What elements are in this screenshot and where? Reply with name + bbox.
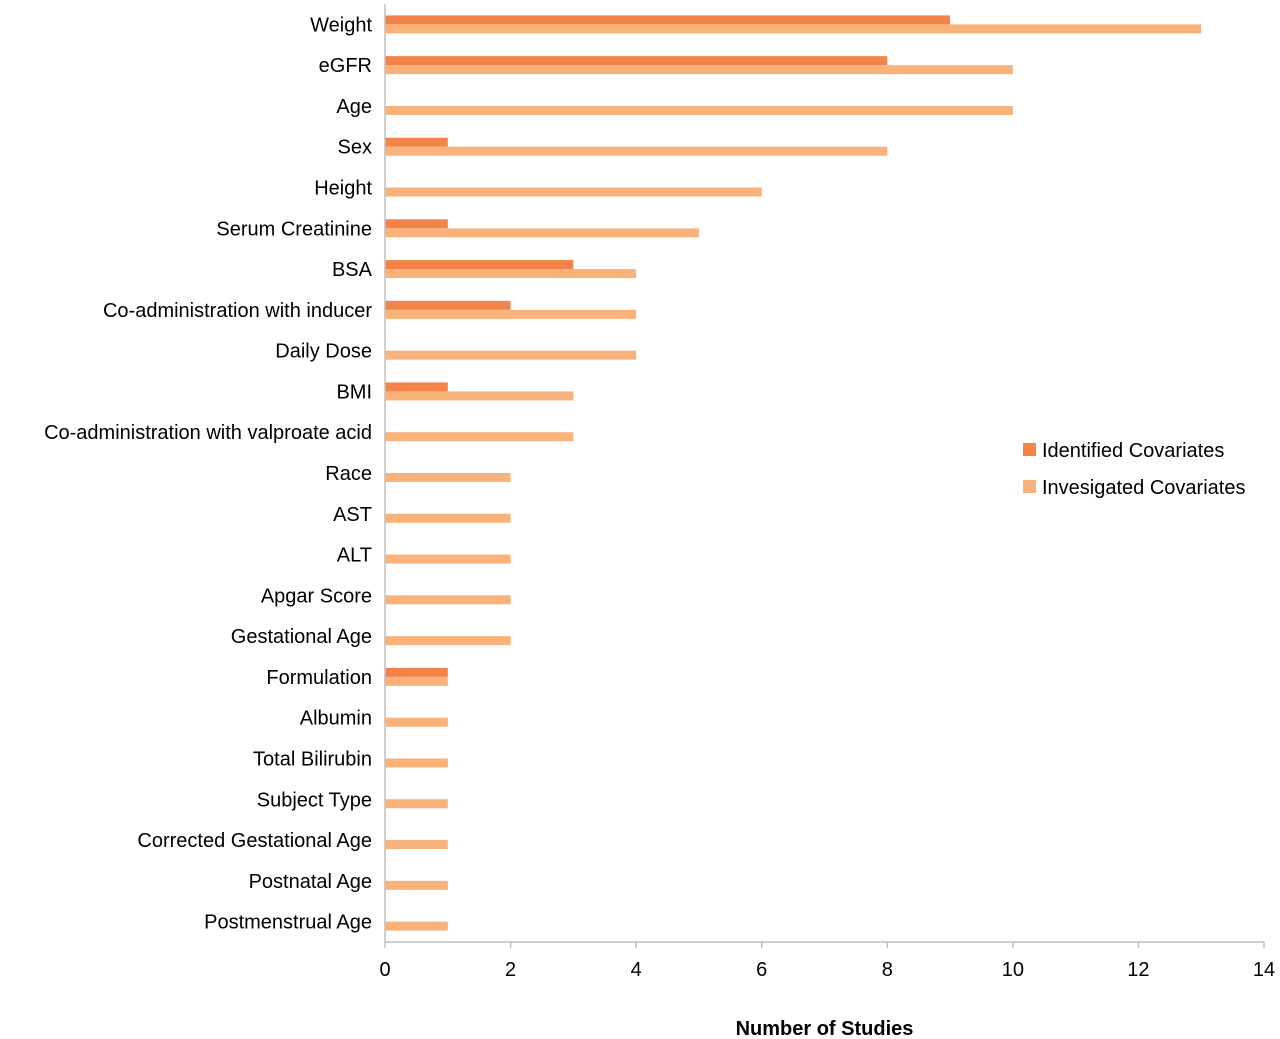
x-tick-label-2: 2 xyxy=(505,959,516,981)
category-label-corrected-gestational-age: Corrected Gestational Age xyxy=(137,830,372,852)
x-tick-label-12: 12 xyxy=(1127,959,1149,981)
legend-label-investigated: Invesigated Covariates xyxy=(1042,477,1245,499)
bar-identified-serum-creatinine xyxy=(385,219,448,229)
bar-investigated-daily-dose xyxy=(385,350,637,360)
bar-investigated-sex xyxy=(385,146,888,156)
category-label-gestational-age: Gestational Age xyxy=(231,626,372,648)
x-axis-ticks: 0 2 4 6 8 10 12 14 xyxy=(379,942,1275,981)
legend: Identified Covariates Invesigated Covaria… xyxy=(1023,440,1245,499)
bar-investigated-age xyxy=(385,105,1013,115)
category-label-sex: Sex xyxy=(338,137,372,159)
bar-investigated-alt xyxy=(385,554,511,564)
x-tick-label-14: 14 xyxy=(1253,959,1275,981)
bar-investigated-ast xyxy=(385,513,511,523)
category-label-race: Race xyxy=(325,463,372,485)
bar-investigated-formulation xyxy=(385,676,448,686)
category-label-daily-dose: Daily Dose xyxy=(275,341,372,363)
bar-investigated-corrected-gestational-age xyxy=(385,840,448,850)
bar-identified-weight xyxy=(385,15,951,25)
bar-investigated-weight xyxy=(385,24,1202,34)
legend-swatch-investigated xyxy=(1023,480,1036,493)
bar-investigated-subject-type xyxy=(385,799,448,809)
category-label-postnatal-age: Postnatal Age xyxy=(249,871,372,893)
category-label-age: Age xyxy=(336,96,372,118)
category-label-weight: Weight xyxy=(310,14,372,36)
bar-investigated-co-administration-with-valproate-acid xyxy=(385,432,574,442)
bar-identified-sex xyxy=(385,137,448,147)
bar-investigated-egfr xyxy=(385,65,1013,75)
bar-investigated-postnatal-age xyxy=(385,880,448,890)
x-tick-label-10: 10 xyxy=(1002,959,1024,981)
bars-group xyxy=(385,15,1202,931)
category-label-postmenstrual-age: Postmenstrual Age xyxy=(204,912,372,934)
x-axis-title: Number of Studies xyxy=(736,1018,914,1039)
bar-identified-bsa xyxy=(385,260,574,270)
category-label-ast: AST xyxy=(333,504,372,526)
bar-investigated-total-bilirubin xyxy=(385,758,448,768)
category-label-apgar-score: Apgar Score xyxy=(261,585,372,607)
category-label-co-administration-with-valproate-acid: Co-administration with valproate acid xyxy=(44,422,372,444)
bar-investigated-race xyxy=(385,473,511,482)
x-tick-label-8: 8 xyxy=(882,959,893,981)
bar-investigated-height xyxy=(385,187,762,197)
category-label-subject-type: Subject Type xyxy=(257,789,372,811)
bar-identified-formulation xyxy=(385,667,448,677)
category-label-egfr: eGFR xyxy=(319,55,372,77)
x-tick-label-6: 6 xyxy=(756,959,767,981)
bar-investigated-apgar-score xyxy=(385,595,511,605)
category-label-albumin: Albumin xyxy=(300,708,372,730)
category-label-total-bilirubin: Total Bilirubin xyxy=(253,748,372,770)
bar-investigated-serum-creatinine xyxy=(385,228,699,238)
bar-identified-co-administration-with-inducer xyxy=(385,300,511,310)
category-label-formulation: Formulation xyxy=(266,667,372,689)
bar-investigated-bmi xyxy=(385,391,574,401)
bar-investigated-gestational-age xyxy=(385,636,511,646)
bar-investigated-co-administration-with-inducer xyxy=(385,309,637,319)
x-tick-label-0: 0 xyxy=(379,959,390,981)
bar-identified-egfr xyxy=(385,56,888,66)
category-label-bsa: BSA xyxy=(332,259,373,281)
bar-investigated-bsa xyxy=(385,269,637,279)
category-label-serum-creatinine: Serum Creatinine xyxy=(216,218,372,240)
category-label-bmi: BMI xyxy=(336,381,372,403)
x-tick-label-4: 4 xyxy=(631,959,642,981)
legend-swatch-identified xyxy=(1023,443,1036,456)
category-label-co-administration-with-inducer: Co-administration with inducer xyxy=(103,300,372,322)
category-label-height: Height xyxy=(314,178,372,200)
bar-investigated-albumin xyxy=(385,717,448,727)
legend-label-identified: Identified Covariates xyxy=(1042,440,1224,462)
category-labels: Weight eGFR Age Sex Height Serum Creatinine BS… xyxy=(44,14,373,933)
bar-investigated-postmenstrual-age xyxy=(385,921,448,931)
category-label-alt: ALT xyxy=(337,545,372,567)
bar-identified-bmi xyxy=(385,382,448,392)
